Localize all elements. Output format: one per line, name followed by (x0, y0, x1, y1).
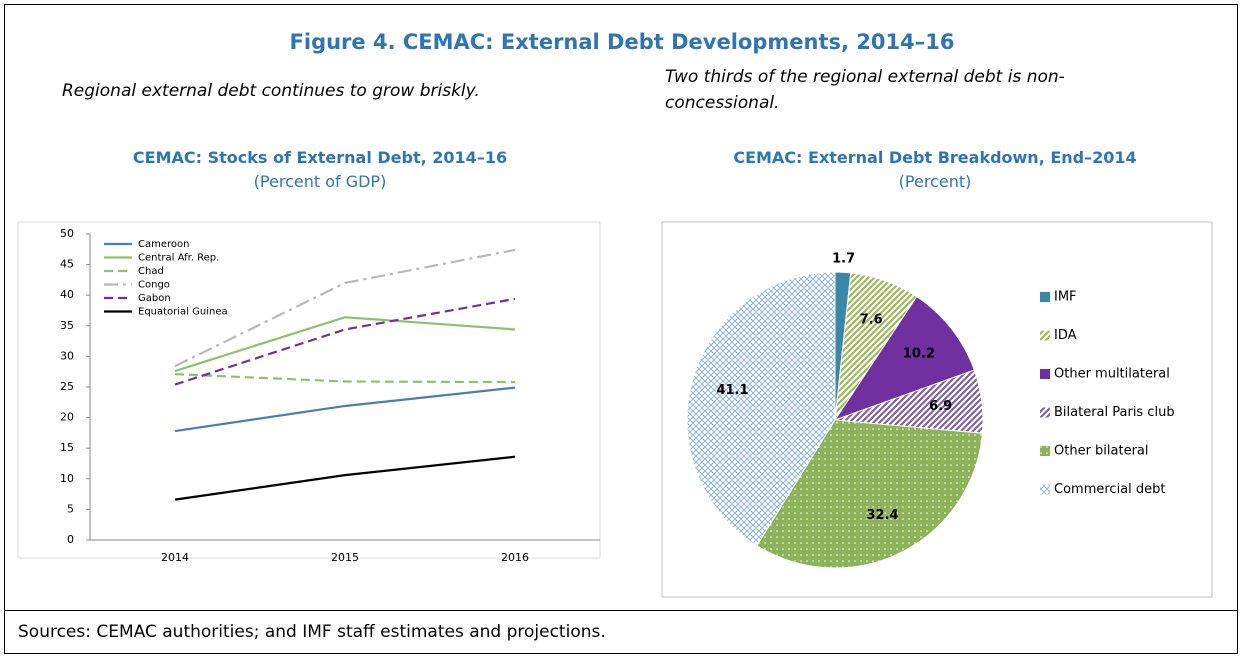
legend-swatch (1040, 407, 1050, 418)
legend-label: Commercial debt (1054, 482, 1165, 497)
legend-swatch (1040, 369, 1050, 379)
legend-label: Central Afr. Rep. (138, 253, 219, 264)
legend-label: Cameroon (138, 239, 189, 250)
data-label: 6.9 (929, 399, 952, 414)
separator (4, 610, 1238, 611)
line-chart-subtitle: (Percent of GDP) (253, 172, 387, 191)
y-tick-label: 45 (60, 258, 74, 271)
data-label: 32.4 (866, 508, 898, 523)
x-tick-label: 2015 (331, 551, 359, 564)
y-tick-label: 0 (67, 533, 74, 546)
y-tick-label: 5 (67, 502, 74, 515)
y-tick-label: 50 (60, 227, 74, 240)
line-chart-title: CEMAC: Stocks of External Debt, 2014–16 (132, 148, 508, 167)
series-line (174, 373, 516, 384)
pie-slice (686, 271, 836, 547)
pie-slice (833, 295, 975, 421)
legend-swatch (1040, 446, 1050, 456)
data-label: 41.1 (717, 383, 749, 398)
legend-label: Chad (138, 266, 164, 277)
charts: 0 5 10 15 20 25 30 35 40 45 50 2014 2015 2016 Cameroon… (17, 221, 1213, 598)
pie-chart-title: CEMAC: External Debt Breakdown, End–2014 (733, 148, 1137, 167)
legend-label: Congo (138, 280, 170, 291)
series-line (174, 316, 516, 373)
series-line (174, 248, 516, 368)
data-label: 7.6 (860, 312, 883, 327)
legend-label: IMF (1054, 290, 1077, 305)
left-caption: Regional external debt continues to grow… (62, 81, 480, 101)
legend-label: Other bilateral (1054, 444, 1149, 459)
source-note: Sources: CEMAC authorities; and IMF staf… (18, 622, 606, 642)
x-tick-label: 2016 (501, 551, 529, 564)
figure-frame (4, 4, 1238, 654)
x-tick-label: 2014 (161, 551, 189, 564)
y-tick-label: 15 (60, 441, 74, 454)
y-tick-label: 40 (60, 288, 74, 301)
y-tick-label: 25 (60, 380, 74, 393)
y-tick-label: 20 (60, 411, 74, 424)
legend-label: IDA (1054, 328, 1077, 343)
series-line (174, 386, 516, 433)
y-tick-label: 30 (60, 349, 74, 362)
legend-swatch (1040, 484, 1050, 495)
pie-chart-frame (661, 221, 1213, 598)
y-tick-label: 35 (60, 319, 74, 332)
legend-label: Bilateral Paris club (1054, 405, 1175, 420)
y-tick-label: 10 (60, 472, 74, 485)
pie-slice (756, 419, 983, 569)
legend-box (98, 236, 238, 323)
series-line (174, 297, 516, 386)
line-chart-frame (17, 221, 601, 559)
data-label: 10.2 (903, 347, 935, 362)
legend-label: Equatorial Guinea (138, 307, 228, 318)
figure-title: Figure 4. CEMAC: External Debt Developme… (289, 30, 955, 54)
data-label: 1.7 (832, 251, 855, 266)
legend-label: Gabon (138, 293, 171, 304)
legend-swatch (1040, 292, 1050, 302)
series-line (174, 455, 516, 501)
legend-swatch (1040, 330, 1050, 341)
pie-chart-subtitle: (Percent) (898, 172, 972, 191)
legend-label: Other multilateral (1054, 367, 1170, 382)
right-caption: Two thirds of the regional external debt… (665, 67, 1065, 113)
